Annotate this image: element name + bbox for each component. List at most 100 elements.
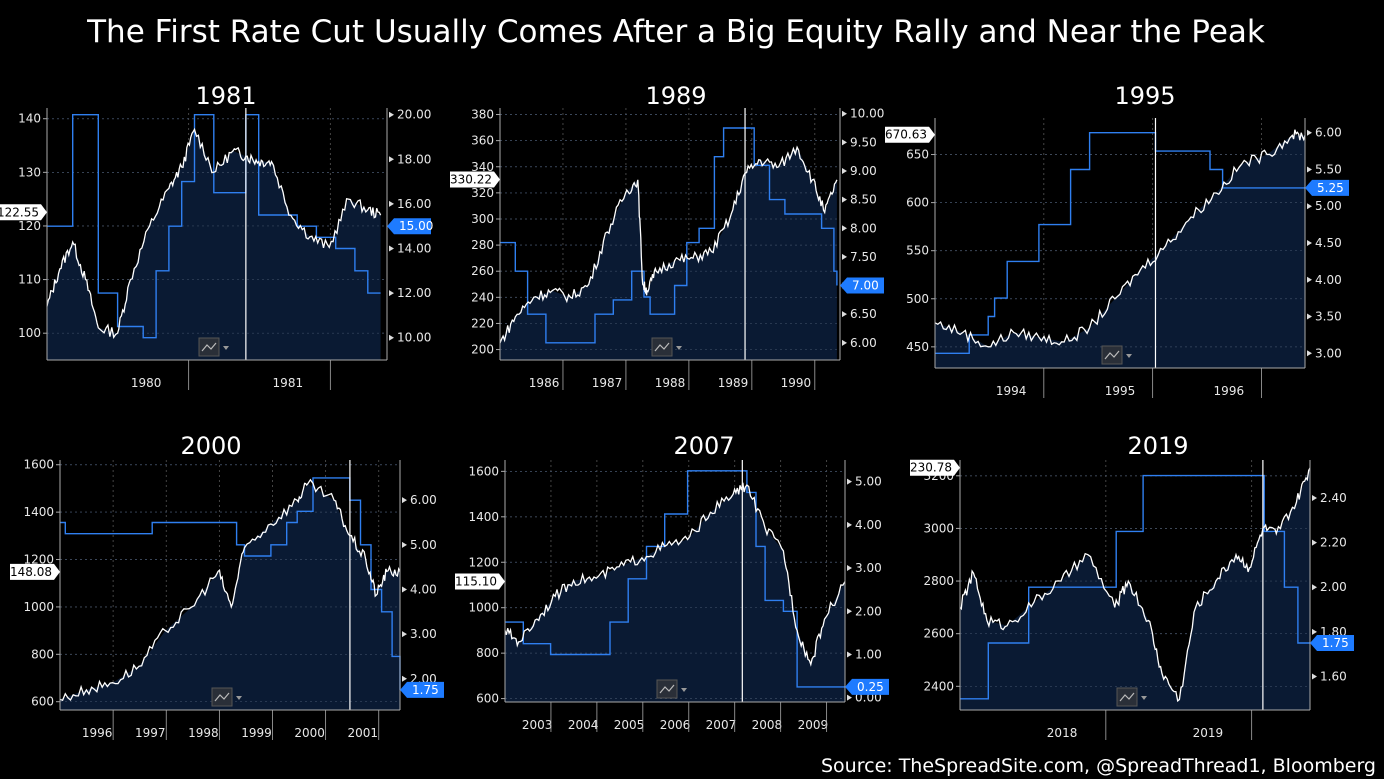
left-tick-label: 280 xyxy=(471,238,494,252)
x-tick-label: 1981 xyxy=(273,376,304,390)
chart-type-icon xyxy=(651,337,673,357)
right-tick-label: 4.00 xyxy=(855,518,882,532)
right-tick-label: 2.00 xyxy=(410,672,437,686)
right-tick-arrow xyxy=(1307,203,1312,210)
rate-line xyxy=(505,470,845,688)
left-tick-label: 3000 xyxy=(923,521,954,535)
chart-type-glyph xyxy=(201,342,217,352)
right-tick-label: 3.00 xyxy=(1315,346,1342,360)
equity-area xyxy=(47,129,381,360)
equity-area xyxy=(500,147,837,360)
right-tick-label: 7.50 xyxy=(850,250,877,264)
equity-line xyxy=(959,467,1311,703)
right-tick-label: 5.00 xyxy=(855,475,882,489)
main-title: The First Rate Cut Usually Comes After a… xyxy=(87,14,1265,50)
right-tick-label: 4.50 xyxy=(1315,236,1342,250)
right-tick-label: 3.00 xyxy=(855,561,882,575)
right-last-value: 15.00 xyxy=(399,219,433,233)
right-tick-label: 2.00 xyxy=(1320,580,1347,594)
right-last-value: 1.75 xyxy=(1322,636,1349,650)
right-last-tag xyxy=(840,277,884,294)
left-tick-label: 1400 xyxy=(468,510,499,524)
right-tick-label: 9.50 xyxy=(850,135,877,149)
right-tick-arrow xyxy=(1307,276,1312,283)
right-tick-arrow xyxy=(389,334,394,341)
right-tick-label: 1.60 xyxy=(1320,670,1347,684)
left-tick-label: 260 xyxy=(471,264,494,278)
left-tick-label: 200 xyxy=(471,343,494,357)
left-tick-label: 1000 xyxy=(468,601,499,615)
chart-type-glyph xyxy=(214,692,230,702)
right-last-value: 5.25 xyxy=(1317,181,1344,195)
x-tick-label: 2008 xyxy=(752,718,783,732)
right-tick-label: 5.00 xyxy=(1315,199,1342,213)
right-last-value: 7.00 xyxy=(852,279,879,293)
grid xyxy=(500,108,840,360)
right-tick-arrow xyxy=(1307,166,1312,173)
x-tick-label: 2000 xyxy=(294,726,325,740)
x-tick-label: 1980 xyxy=(131,376,162,390)
left-tick-label: 2800 xyxy=(923,574,954,588)
right-tick-label: 2.40 xyxy=(1320,491,1347,505)
right-tick-arrow xyxy=(1307,350,1312,357)
right-last-tag xyxy=(1305,179,1349,196)
chevron-down-icon xyxy=(676,346,682,350)
right-tick-label: 6.00 xyxy=(1315,126,1342,140)
x-tick-label: 1997 xyxy=(135,726,166,740)
right-last-tag xyxy=(845,678,889,695)
rate-line xyxy=(500,127,838,344)
left-tick-label: 1000 xyxy=(23,600,54,614)
left-tick-label: 1200 xyxy=(23,553,54,567)
equity-line xyxy=(934,129,1306,348)
equity-area xyxy=(935,135,1305,368)
equity-line xyxy=(504,482,846,667)
right-tick-arrow xyxy=(842,196,847,203)
x-tick-label: 2004 xyxy=(568,718,599,732)
chevron-down-icon xyxy=(1141,696,1147,700)
right-tick-arrow xyxy=(847,521,852,528)
right-tick-label: 10.00 xyxy=(850,107,884,121)
chart-title: 1981 xyxy=(195,82,257,110)
right-tick-label: 8.50 xyxy=(850,193,877,207)
equity-area xyxy=(60,483,400,710)
right-tick-arrow xyxy=(1307,240,1312,246)
right-tick-arrow xyxy=(847,651,852,658)
x-tick-label: 1994 xyxy=(996,384,1027,398)
left-last-value: 122.55 xyxy=(0,205,39,219)
left-tick-label: 800 xyxy=(31,647,54,661)
left-tick-label: 140 xyxy=(18,112,41,126)
right-tick-arrow xyxy=(842,311,847,318)
rate-line xyxy=(960,474,1310,700)
right-tick-label: 2.20 xyxy=(1320,536,1347,550)
x-tick-label: 1986 xyxy=(529,376,560,390)
left-tick-label: 1600 xyxy=(468,464,499,478)
chart-type-icon xyxy=(656,679,678,699)
right-tick-arrow xyxy=(847,478,852,485)
left-last-tag xyxy=(0,204,47,221)
equity-area xyxy=(505,485,845,702)
right-tick-arrow xyxy=(389,156,394,163)
right-tick-arrow xyxy=(847,565,852,572)
right-tick-label: 4.00 xyxy=(410,582,437,596)
left-last-tag xyxy=(450,171,500,188)
right-tick-arrow xyxy=(1312,539,1317,546)
plot-area xyxy=(960,460,1310,710)
left-tick-label: 2400 xyxy=(923,679,954,693)
left-last-value: 1115.10 xyxy=(447,575,497,589)
left-tick-label: 650 xyxy=(906,148,929,162)
right-tick-label: 6.00 xyxy=(410,493,437,507)
left-tick-label: 1200 xyxy=(468,555,499,569)
right-tick-label: 4.00 xyxy=(1315,273,1342,287)
plot-area xyxy=(505,460,845,702)
plot-area xyxy=(500,108,840,360)
x-tick-label: 1987 xyxy=(592,376,623,390)
right-tick-arrow xyxy=(389,200,394,207)
x-tick-label: 1990 xyxy=(781,376,812,390)
right-tick-arrow xyxy=(1312,628,1317,635)
right-tick-label: 1.80 xyxy=(1320,625,1347,639)
right-tick-label: 0.00 xyxy=(855,691,882,705)
grid xyxy=(47,108,387,360)
